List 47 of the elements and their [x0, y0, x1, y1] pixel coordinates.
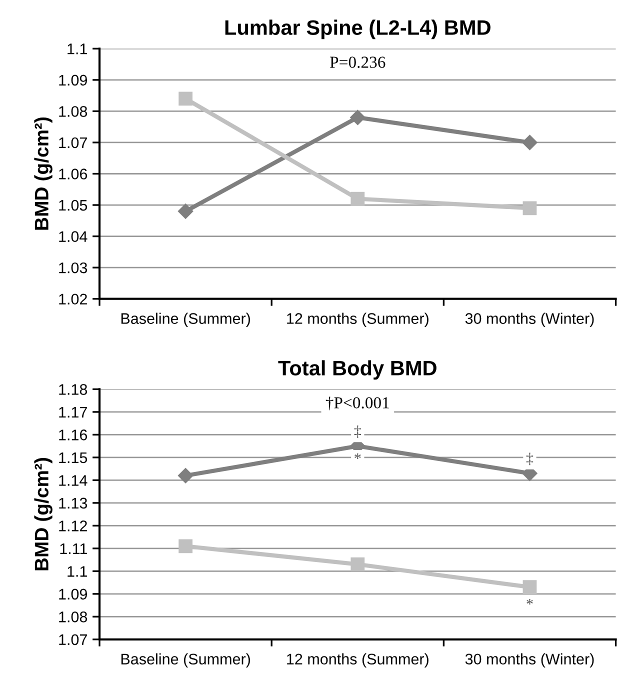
y-tick-label: 1.16: [59, 430, 88, 440]
y-tick-label: 1.07: [59, 634, 87, 646]
annotation: *: [354, 453, 361, 459]
annotation: ‡: [526, 452, 534, 466]
point: [178, 468, 194, 484]
point: [522, 134, 538, 150]
point: [178, 92, 193, 106]
x-tick-label: 12 months (Summer): [287, 312, 428, 327]
chart-title: Lumbar Spine (L2-L4) BMD: [225, 20, 490, 40]
y-tick-label: 1.15: [59, 452, 88, 464]
y-tick-label: 1.1: [68, 566, 87, 577]
y-axis-title: BMD (g/cm²): [34, 117, 52, 230]
annotation: P=0.236: [330, 56, 386, 68]
point: [350, 557, 365, 572]
x-tick-label: 30 months (Winter): [465, 653, 594, 668]
y-tick-label: 1.13: [59, 498, 88, 509]
y-tick-label: 1.11: [60, 543, 87, 554]
point: [522, 201, 537, 216]
point: [350, 192, 365, 206]
y-tick-label: 1.08: [59, 106, 88, 117]
y-tick-label: 1.14: [59, 475, 88, 486]
y-tick-label: 1.09: [59, 588, 87, 600]
y-tick-label: 1.08: [59, 612, 88, 622]
y-tick-label: 1.07: [59, 137, 87, 148]
point: [178, 539, 193, 554]
y-tick-label: 1.09: [59, 74, 87, 86]
point: [522, 580, 537, 594]
x-tick-label: 30 months (Winter): [465, 312, 594, 327]
y-axis-title: BMD (g/cm²): [34, 458, 52, 570]
y-tick-label: 1.02: [59, 294, 87, 305]
x-tick-label: Baseline (Summer): [121, 312, 250, 327]
y-tick-label: 1.17: [59, 406, 87, 418]
chart-title: Total Body BMD: [278, 360, 436, 380]
point: [350, 110, 366, 126]
y-tick-label: 1.06: [59, 168, 88, 180]
x-tick-label: Baseline (Summer): [121, 653, 250, 668]
y-tick-label: 1.1: [68, 44, 87, 54]
annotation: †P<0.001: [326, 396, 389, 410]
annotation: *: [526, 598, 533, 605]
x-tick-label: 12 months (Summer): [287, 653, 428, 668]
point: [178, 204, 194, 219]
annotation: ‡: [354, 425, 361, 438]
y-tick-label: 1.03: [59, 262, 88, 274]
y-tick-label: 1.18: [59, 384, 88, 395]
y-tick-label: 1.04: [59, 231, 88, 242]
y-tick-label: 1.12: [59, 520, 87, 532]
y-tick-label: 1.05: [59, 200, 88, 211]
